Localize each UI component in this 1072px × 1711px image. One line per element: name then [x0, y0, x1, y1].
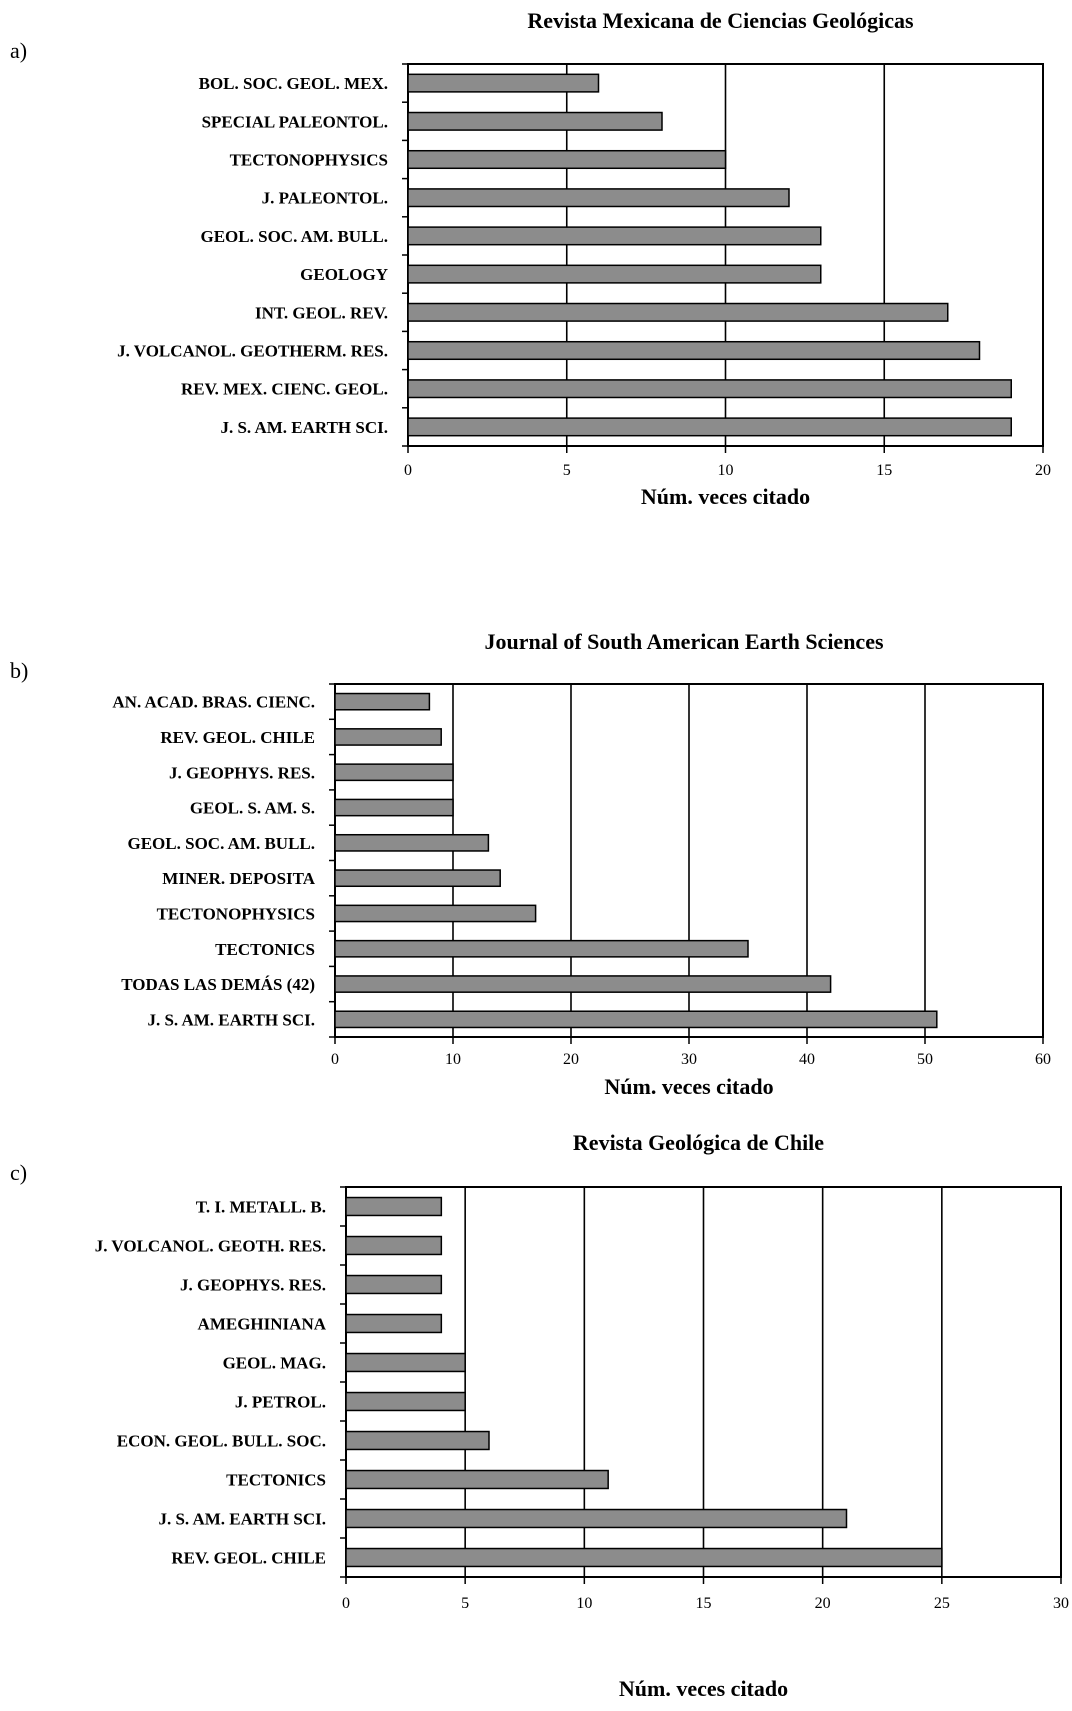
- bar: [345, 1352, 466, 1373]
- x-tick-label: 60: [1035, 1051, 1051, 1068]
- bar: [345, 1313, 443, 1334]
- bar: [334, 869, 501, 888]
- x-tick-label: 30: [1053, 1595, 1069, 1612]
- x-tick-label: 15: [696, 1595, 712, 1612]
- category-label: GEOL. S. AM. S.: [190, 799, 315, 818]
- chart-title: Journal of South American Earth Sciences: [484, 629, 883, 654]
- x-axis-label: Núm. veces citado: [604, 1074, 773, 1099]
- bar: [407, 149, 727, 170]
- panel-label: c): [10, 1160, 27, 1185]
- bar: [345, 1547, 943, 1568]
- bar: [407, 417, 1012, 437]
- category-label: REV. GEOL. CHILE: [160, 728, 315, 747]
- x-tick-label: 30: [681, 1051, 697, 1068]
- category-label: J. VOLCANOL. GEOTH. RES.: [95, 1237, 326, 1256]
- bar: [334, 763, 454, 782]
- chart-panel-2: Journal of South American Earth Sciences…: [10, 629, 1051, 1099]
- bar: [334, 833, 490, 852]
- category-label: TECTONOPHYSICS: [230, 151, 388, 170]
- x-tick-label: 10: [576, 1595, 592, 1612]
- bar: [345, 1469, 609, 1490]
- chart-panel-1: Revista Mexicana de Ciencias Geológicas a…: [10, 8, 1051, 509]
- bar: [345, 1391, 466, 1412]
- chart-title: Revista Geológica de Chile: [573, 1130, 824, 1155]
- category-label: J. PETROL.: [235, 1393, 326, 1412]
- bar: [334, 692, 431, 711]
- bar: [334, 904, 537, 923]
- bar: [334, 728, 442, 746]
- category-label: TECTONICS: [226, 1471, 326, 1490]
- x-tick-label: 40: [799, 1051, 815, 1068]
- bar: [345, 1274, 443, 1295]
- x-tick-label: 10: [718, 462, 734, 479]
- chart-panel-3: Revista Geológica de Chile c) T. I. METALL…: [10, 1130, 1069, 1701]
- category-label: J. S. AM. EARTH SCI.: [220, 418, 388, 437]
- category-label: REV. MEX. CIENC. GEOL.: [181, 380, 388, 399]
- category-label: J. S. AM. EARTH SCI.: [147, 1010, 315, 1029]
- category-label: J. GEOPHYS. RES.: [180, 1276, 326, 1295]
- category-label: TODAS LAS DEMÁS (42): [121, 975, 315, 994]
- panel-label: a): [10, 38, 27, 63]
- category-label: TECTONICS: [215, 940, 315, 959]
- bar: [407, 226, 822, 246]
- category-label: INT. GEOL. REV.: [255, 303, 388, 322]
- category-label: GEOL. SOC. AM. BULL.: [200, 227, 388, 246]
- bar: [407, 264, 822, 284]
- bar: [407, 302, 949, 322]
- x-tick-label: 5: [461, 1595, 469, 1612]
- category-label: J. PALEONTOL.: [262, 189, 388, 208]
- bar: [345, 1508, 848, 1529]
- x-tick-label: 10: [445, 1051, 461, 1068]
- bar: [345, 1235, 443, 1256]
- x-tick-label: 20: [563, 1051, 579, 1068]
- bar: [407, 340, 981, 361]
- x-axis-label: Núm. veces citado: [641, 484, 810, 509]
- x-tick-label: 20: [1035, 462, 1051, 479]
- category-label: REV. GEOL. CHILE: [171, 1549, 326, 1568]
- bar: [407, 111, 663, 131]
- category-label: AMEGHINIANA: [198, 1315, 327, 1334]
- bar: [407, 188, 790, 208]
- x-tick-label: 0: [331, 1051, 339, 1068]
- category-label: AN. ACAD. BRAS. CIENC.: [112, 693, 315, 712]
- bar: [345, 1430, 490, 1451]
- category-label: TECTONOPHYSICS: [157, 904, 315, 923]
- x-tick-label: 20: [815, 1595, 831, 1612]
- category-label: J. S. AM. EARTH SCI.: [158, 1510, 326, 1529]
- x-tick-label: 25: [934, 1595, 950, 1612]
- x-tick-label: 5: [563, 462, 571, 479]
- category-label: GEOL. SOC. AM. BULL.: [127, 834, 315, 853]
- category-label: BOL. SOC. GEOL. MEX.: [199, 74, 388, 93]
- bar: [334, 975, 832, 993]
- category-label: SPECIAL PALEONTOL.: [202, 112, 388, 131]
- category-label: T. I. METALL. B.: [196, 1198, 326, 1217]
- panel-label: b): [10, 658, 28, 683]
- category-label: J. GEOPHYS. RES.: [169, 763, 315, 782]
- x-tick-label: 0: [404, 462, 412, 479]
- bar: [345, 1196, 443, 1217]
- bar: [407, 73, 600, 93]
- bar: [334, 939, 749, 958]
- x-tick-label: 15: [876, 462, 892, 479]
- bar: [407, 379, 1012, 399]
- chart-title: Revista Mexicana de Ciencias Geológicas: [527, 8, 914, 33]
- category-label: ECON. GEOL. BULL. SOC.: [117, 1432, 326, 1451]
- bar: [334, 1010, 938, 1029]
- category-label: J. VOLCANOL. GEOTHERM. RES.: [117, 342, 388, 361]
- category-label: GEOLOGY: [300, 265, 388, 284]
- x-tick-label: 0: [342, 1595, 350, 1612]
- x-tick-label: 50: [917, 1051, 933, 1068]
- x-axis-label: Núm. veces citado: [619, 1676, 788, 1701]
- category-label: MINER. DEPOSITA: [162, 869, 315, 888]
- category-label: GEOL. MAG.: [223, 1354, 326, 1373]
- bar: [334, 798, 454, 817]
